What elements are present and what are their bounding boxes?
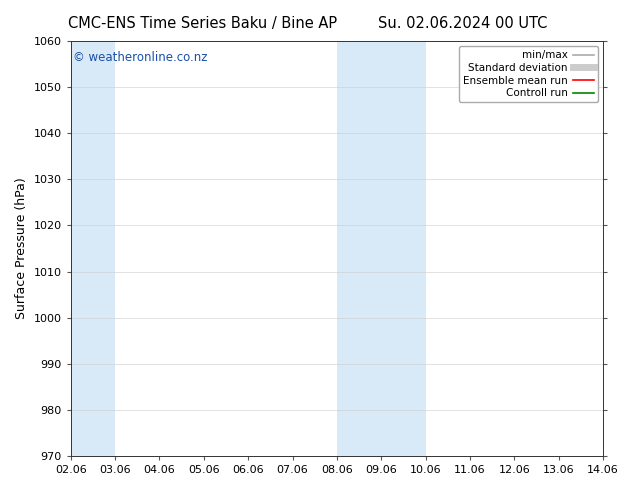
Text: CMC-ENS Time Series Baku / Bine AP: CMC-ENS Time Series Baku / Bine AP bbox=[68, 16, 337, 31]
Text: Su. 02.06.2024 00 UTC: Su. 02.06.2024 00 UTC bbox=[378, 16, 548, 31]
Y-axis label: Surface Pressure (hPa): Surface Pressure (hPa) bbox=[15, 178, 28, 319]
Text: © weatheronline.co.nz: © weatheronline.co.nz bbox=[74, 51, 208, 64]
Bar bbox=[337, 41, 425, 456]
Bar bbox=[71, 41, 115, 456]
Legend: min/max, Standard deviation, Ensemble mean run, Controll run: min/max, Standard deviation, Ensemble me… bbox=[459, 46, 598, 102]
